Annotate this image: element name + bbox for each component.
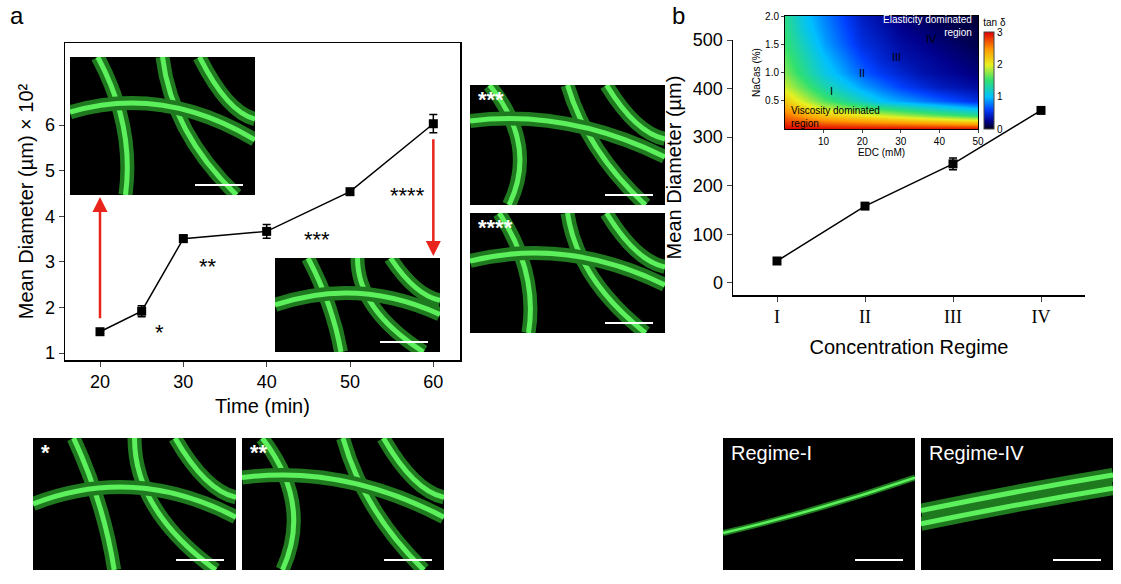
html-text:Regime-IV: Regime-IV: [929, 442, 1024, 464]
svg-text:3: 3: [45, 252, 55, 272]
svg-text:II: II: [859, 67, 865, 79]
svg-text:0.5: 0.5: [765, 95, 779, 106]
svg-text:*: *: [155, 320, 164, 345]
svg-text:NaCas (%): NaCas (%): [751, 48, 762, 97]
svg-text:Mean Diameter (µm): Mean Diameter (µm): [663, 76, 685, 260]
html-text:Regime-I: Regime-I: [731, 442, 813, 464]
svg-text:Concentration Regime: Concentration Regime: [810, 336, 1009, 358]
svg-text:***: ***: [304, 227, 330, 252]
svg-text:Time (min): Time (min): [215, 395, 310, 417]
svg-text:1.5: 1.5: [765, 39, 779, 50]
svg-text:IV: IV: [926, 33, 937, 45]
svg-text:4: 4: [45, 207, 55, 227]
svg-text:2: 2: [45, 298, 55, 318]
svg-text:6: 6: [45, 115, 55, 135]
svg-text:10: 10: [818, 136, 830, 147]
html-text:a: a: [10, 2, 24, 29]
svg-text:tan δ: tan δ: [983, 17, 1006, 28]
svg-text:1.0: 1.0: [765, 67, 779, 78]
svg-text:Viscosity dominatedregion: Viscosity dominatedregion: [791, 105, 880, 129]
svg-text:2: 2: [997, 59, 1003, 70]
svg-text:500: 500: [693, 30, 723, 50]
svg-text:5: 5: [45, 161, 55, 181]
svg-text:III: III: [892, 51, 901, 63]
svg-text:**: **: [199, 254, 217, 279]
svg-text:****: ****: [390, 183, 425, 208]
svg-text:0: 0: [997, 124, 1003, 135]
svg-text:30: 30: [895, 136, 907, 147]
svg-text:II: II: [859, 307, 871, 327]
svg-text:20: 20: [90, 372, 110, 392]
svg-text:2.0: 2.0: [765, 11, 779, 22]
svg-text:1: 1: [45, 343, 55, 363]
svg-text:I: I: [774, 307, 780, 327]
svg-text:30: 30: [173, 372, 193, 392]
svg-text:IV: IV: [1032, 307, 1051, 327]
svg-text:3: 3: [997, 27, 1003, 38]
svg-text:I: I: [830, 85, 833, 97]
svg-text:300: 300: [693, 127, 723, 147]
svg-text:50: 50: [340, 372, 360, 392]
svg-text:50: 50: [972, 136, 984, 147]
svg-text:III: III: [944, 307, 962, 327]
svg-text:0: 0: [713, 273, 723, 293]
svg-text:40: 40: [934, 136, 946, 147]
svg-text:EDC (mM): EDC (mM): [858, 147, 905, 158]
svg-text:20: 20: [857, 136, 869, 147]
svg-text:200: 200: [693, 176, 723, 196]
svg-text:100: 100: [693, 225, 723, 245]
svg-text:60: 60: [423, 372, 443, 392]
svg-text:1: 1: [997, 91, 1003, 102]
svg-text:Elasticity dominatedregion: Elasticity dominatedregion: [883, 14, 972, 38]
html-text:b: b: [672, 2, 686, 29]
svg-text:400: 400: [693, 79, 723, 99]
svg-text:40: 40: [257, 372, 277, 392]
svg-text:Mean Diameter (µm) × 10²: Mean Diameter (µm) × 10²: [15, 83, 37, 319]
